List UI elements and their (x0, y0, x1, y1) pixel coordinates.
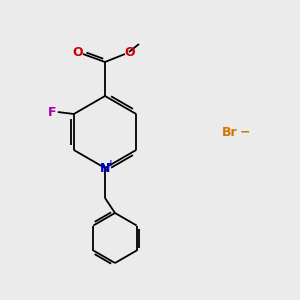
Text: −: − (240, 125, 250, 139)
Text: Br: Br (222, 125, 238, 139)
Text: O: O (73, 46, 83, 59)
Text: O: O (125, 46, 135, 59)
Text: N: N (100, 161, 110, 175)
Text: +: + (107, 158, 114, 167)
Text: F: F (48, 106, 56, 118)
